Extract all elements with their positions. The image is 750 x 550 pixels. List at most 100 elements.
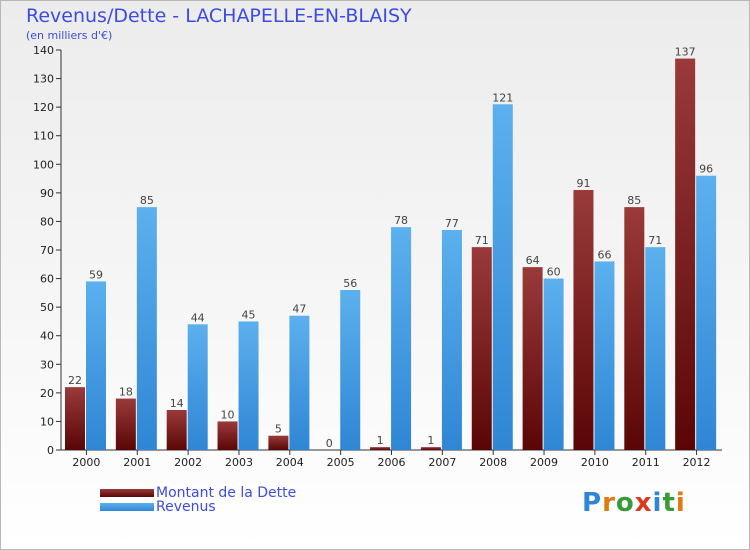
value-label-revenue-2007: 77 <box>445 217 459 230</box>
bar-revenue-2007 <box>441 230 462 450</box>
bar-revenue-2010 <box>594 261 615 450</box>
x-tick-label: 2005 <box>327 456 355 469</box>
bar-revenue-2000 <box>86 281 106 450</box>
x-tick-label: 2003 <box>225 456 253 469</box>
bars <box>65 58 717 451</box>
value-label-debt-2011: 85 <box>627 194 641 207</box>
value-label-debt-2001: 18 <box>119 386 133 399</box>
value-label-debt-2009: 64 <box>526 254 540 267</box>
legend-swatch-debt <box>100 489 154 497</box>
value-label-revenue-2010: 66 <box>597 248 611 261</box>
value-label-debt-2002: 14 <box>170 397 184 410</box>
chart-subtitle: (en milliers d'€) <box>26 29 113 42</box>
bar-debt-2011 <box>624 207 645 450</box>
value-label-revenue-2006: 78 <box>394 214 408 227</box>
value-label-debt-2007: 1 <box>427 434 434 447</box>
value-label-debt-2010: 91 <box>576 177 590 190</box>
bar-debt-2012 <box>675 58 696 450</box>
value-label-revenue-2003: 45 <box>242 308 256 321</box>
logo-letter: o <box>615 488 635 518</box>
value-label-revenue-2005: 56 <box>343 277 357 290</box>
y-tick-label: 80 <box>40 215 54 228</box>
bar-revenue-2001 <box>136 207 157 450</box>
y-tick-label: 50 <box>40 301 54 314</box>
bar-debt-2009 <box>522 267 543 450</box>
value-label-debt-2012: 137 <box>675 46 696 59</box>
bar-revenue-2002 <box>187 324 208 450</box>
value-label-revenue-2012: 96 <box>699 163 713 176</box>
y-tick-label: 30 <box>40 358 54 371</box>
value-label-debt-2006: 1 <box>377 434 384 447</box>
y-tick-label: 130 <box>33 73 54 86</box>
y-tick-label: 10 <box>40 415 54 428</box>
bar-revenue-2009 <box>543 278 564 450</box>
y-tick-label: 100 <box>33 158 54 171</box>
x-tick-label: 2006 <box>378 456 406 469</box>
logo-letter: t <box>662 488 676 518</box>
bar-debt-2008 <box>471 247 492 450</box>
y-tick-label: 90 <box>40 187 54 200</box>
bar-revenue-2012 <box>696 175 717 450</box>
y-tick-label: 120 <box>33 101 54 114</box>
x-tick-label: 2001 <box>123 456 151 469</box>
logo-letter: r <box>602 488 616 518</box>
value-labels: 22 59 18 85 14 44 10 45 5 47 0 56 1 78 1 77 71 121 64 60 91 6… <box>68 46 713 450</box>
value-label-revenue-2000: 59 <box>89 268 103 281</box>
x-tick-label: 2007 <box>428 456 456 469</box>
x-tick-label: 2010 <box>581 456 609 469</box>
x-tick-label: 2009 <box>530 456 558 469</box>
bar-debt-2002 <box>166 410 187 450</box>
bar-revenue-2006 <box>391 227 412 450</box>
value-label-revenue-2011: 71 <box>648 234 662 247</box>
x-tick-label: 2012 <box>683 456 711 469</box>
y-tick-label: 70 <box>40 244 54 257</box>
legend-swatch-revenue <box>100 503 154 511</box>
value-label-revenue-2004: 47 <box>292 303 306 316</box>
value-label-revenue-2001: 85 <box>140 194 154 207</box>
bar-revenue-2005 <box>340 290 361 450</box>
bar-debt-2003 <box>217 421 238 450</box>
value-label-revenue-2008: 121 <box>492 91 513 104</box>
value-label-debt-2000: 22 <box>68 374 82 387</box>
value-label-revenue-2009: 60 <box>547 266 561 279</box>
bar-revenue-2011 <box>645 247 666 450</box>
bar-debt-2004 <box>268 435 289 450</box>
logo-letter: x <box>634 488 653 518</box>
value-label-debt-2003: 10 <box>221 408 235 421</box>
bar-revenue-2008 <box>492 104 513 451</box>
y-tick-label: 140 <box>33 44 54 57</box>
logo-letter: P <box>582 488 603 518</box>
x-tick-label: 2008 <box>479 456 507 469</box>
value-label-revenue-2002: 44 <box>191 311 205 324</box>
y-tick-label: 0 <box>47 444 54 457</box>
value-label-debt-2005: 0 <box>326 437 333 450</box>
x-tick-label: 2011 <box>632 456 660 469</box>
legend-label-revenue: Revenus <box>156 499 216 515</box>
legend: Montant de la Dette Revenus <box>100 486 296 514</box>
bar-debt-2006 <box>370 447 391 450</box>
bar-debt-2010 <box>573 190 594 450</box>
bar-debt-2000 <box>65 387 85 450</box>
value-label-debt-2004: 5 <box>275 423 282 436</box>
y-tick-label: 40 <box>40 330 54 343</box>
x-tick-label: 2000 <box>72 456 100 469</box>
chart-title: Revenus/Dette - LACHAPELLE-EN-BLAISY <box>26 5 412 27</box>
bar-revenue-2004 <box>289 315 310 450</box>
proxiti-logo: Proxiti <box>582 488 686 518</box>
bar-debt-2001 <box>115 398 136 450</box>
bar-debt-2007 <box>420 447 441 450</box>
value-label-debt-2008: 71 <box>475 234 489 247</box>
y-tick-label: 110 <box>33 130 54 143</box>
logo-letter: i <box>652 488 663 518</box>
x-tick-label: 2004 <box>276 456 304 469</box>
legend-label-debt: Montant de la Dette <box>156 485 297 501</box>
x-tick-label: 2002 <box>174 456 202 469</box>
bar-revenue-2003 <box>238 321 259 450</box>
legend-item-debt: Montant de la Dette <box>100 486 296 500</box>
y-tick-label: 60 <box>40 273 54 286</box>
logo-letter: i <box>675 488 686 518</box>
y-tick-label: 20 <box>40 387 54 400</box>
legend-item-revenue: Revenus <box>100 500 296 514</box>
